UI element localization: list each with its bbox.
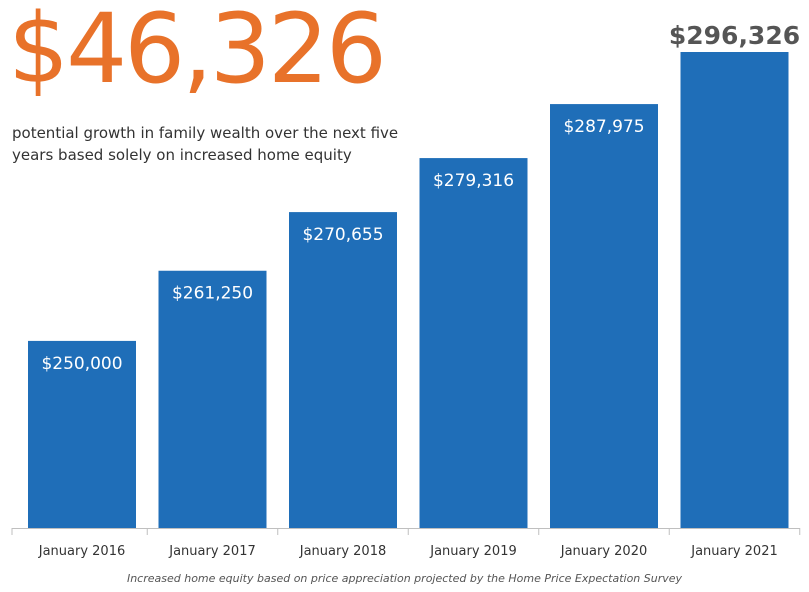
x-tick-label-3: January 2018 (299, 544, 387, 559)
bar-value-label-3: $270,655 (302, 225, 383, 245)
footnote: Increased home equity based on price app… (126, 572, 683, 585)
bar-value-label-5: $287,975 (563, 117, 644, 137)
bar-value-label-4: $279,316 (433, 171, 514, 191)
x-tick-label-5: January 2020 (560, 544, 648, 559)
bar-5 (550, 104, 658, 529)
bar-value-label-2: $261,250 (172, 284, 253, 304)
x-tick-label-2: January 2017 (168, 544, 256, 559)
bar-value-label-1: $250,000 (41, 354, 122, 374)
bar-labels-group: $250,000 $261,250 $270,655 $279,316 $287,975… (41, 21, 800, 374)
x-tick-label-6: January 2021 (690, 544, 778, 559)
bars-group (28, 52, 789, 529)
bar-1 (28, 340, 136, 528)
bar-4 (419, 158, 528, 528)
bar-3 (289, 212, 397, 529)
headline-value: $46,326 (8, 0, 387, 105)
headline-caption: potential growth in family wealth over t… (12, 124, 399, 164)
x-tick-label-1: January 2016 (38, 544, 126, 559)
bar-2 (158, 270, 267, 528)
x-tick-labels-group: January 2016 January 2017 January 2018 Janu… (38, 544, 778, 559)
x-tick-label-4: January 2019 (429, 544, 517, 559)
bar-6 (680, 52, 789, 528)
bar-value-label-6: $296,326 (669, 21, 800, 50)
x-ticks-group (11, 528, 801, 535)
